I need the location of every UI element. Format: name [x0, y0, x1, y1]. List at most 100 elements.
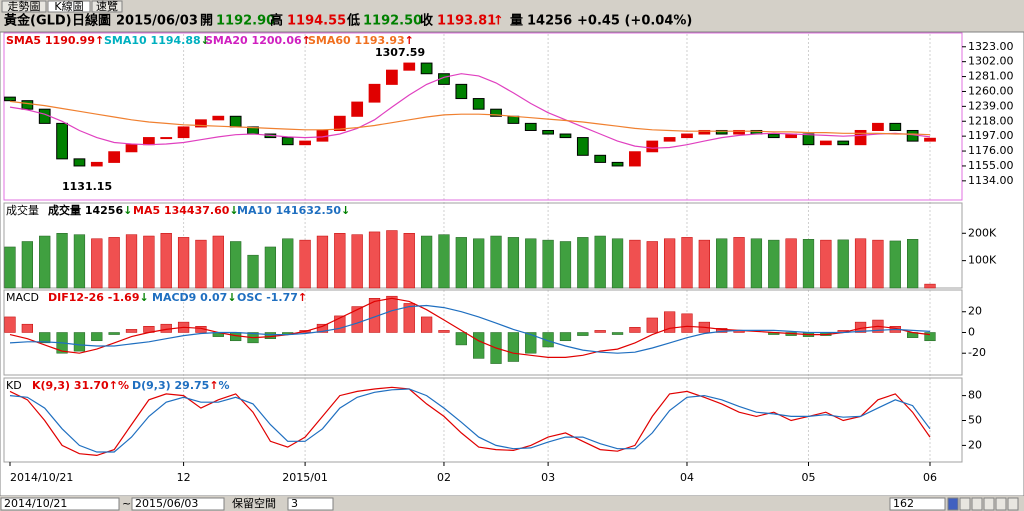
panel-title: 成交量	[6, 203, 39, 217]
osc-bar	[91, 332, 103, 342]
candle	[576, 137, 589, 156]
volume-bar	[247, 254, 259, 289]
toolbar-button[interactable]	[983, 497, 995, 511]
candle	[21, 100, 34, 110]
toolbar-button[interactable]	[947, 497, 959, 511]
legend-value: -1.69	[108, 291, 140, 304]
tab[interactable]	[1, 0, 47, 13]
end-date[interactable]: 2015/06/03	[135, 497, 198, 510]
y-tick-label: 20	[968, 305, 982, 318]
y-tick-label: 1197.00	[968, 129, 1014, 142]
volume-bar	[403, 233, 415, 289]
start-date[interactable]: 2014/10/21	[4, 497, 67, 510]
candle	[281, 137, 294, 146]
ma-line	[9, 73, 931, 149]
tab-label[interactable]: 走勢圖	[8, 0, 41, 13]
volume-bar	[681, 237, 693, 289]
legend-value: 0.07	[200, 291, 227, 304]
legend-entry: MA10 141632.50↓	[237, 204, 350, 217]
legend-label: SMA10	[104, 34, 147, 47]
volume-bar	[195, 239, 207, 289]
volume-bar	[785, 238, 797, 289]
osc-bar	[507, 332, 520, 362]
volume-bar	[230, 241, 242, 289]
x-tick-label: 2015/01	[282, 471, 328, 484]
legend-value: 14256	[85, 204, 124, 217]
toolbar-button[interactable]	[995, 497, 1007, 511]
volume-bar	[490, 235, 502, 289]
macd-line	[9, 297, 931, 358]
tab-label[interactable]: 速覽	[96, 0, 118, 13]
volume-bar	[872, 239, 884, 289]
bar-count-box[interactable]	[889, 497, 946, 511]
toolbar-button[interactable]	[959, 497, 971, 511]
volume-bar	[768, 239, 780, 289]
legend-label: SMA5	[6, 34, 41, 47]
candle	[872, 122, 884, 131]
legend-entry: SMA20 1200.06↑	[205, 34, 311, 47]
volume-bar	[750, 238, 763, 289]
volume-bar	[611, 238, 624, 289]
volume-bar	[733, 237, 745, 289]
x-tick-label: 2014/10/21	[10, 471, 73, 484]
legend-value: 29.75	[175, 379, 210, 392]
volume-bar	[663, 238, 676, 289]
candle	[924, 137, 936, 142]
header-change: +0.45 (+0.04%)	[577, 14, 692, 29]
osc-bar	[594, 330, 606, 333]
start-date-box[interactable]	[0, 497, 120, 511]
header-open: 1192.90	[216, 14, 275, 29]
legend-label: D(9,3)	[132, 379, 171, 392]
tab-label[interactable]: K線圖	[54, 0, 83, 13]
x-tick-label: 12	[177, 471, 191, 484]
candle	[4, 96, 16, 102]
y-tick-label: 50	[968, 414, 982, 427]
candle	[698, 129, 711, 135]
toolbar-button[interactable]	[971, 497, 983, 511]
x-tick-label: 04	[680, 471, 694, 484]
candle	[733, 129, 745, 135]
legend-label: MA10	[237, 204, 272, 217]
legend-value: -1.77	[266, 291, 298, 304]
candle	[351, 101, 364, 117]
osc-bar	[559, 332, 572, 342]
tab[interactable]	[91, 0, 123, 13]
candle	[819, 140, 832, 146]
bar-count[interactable]: 162	[893, 497, 914, 510]
legend-arrow: ↓	[229, 204, 238, 217]
volume-bar	[854, 238, 867, 289]
header-close-arrow: ↑	[493, 14, 504, 29]
reserve-value[interactable]: 3	[291, 497, 298, 510]
volume-bar	[924, 283, 936, 289]
volume-bar	[420, 235, 433, 289]
toolbar-button[interactable]	[1007, 497, 1019, 511]
end-date-box[interactable]	[131, 497, 225, 511]
volume-bar	[837, 239, 849, 289]
legend-value: 31.70	[74, 379, 109, 392]
candle	[299, 140, 311, 146]
volume-bar	[39, 235, 51, 289]
candle	[837, 140, 850, 146]
y-tick-label: 1176.00	[968, 144, 1014, 157]
legend-arrow: ↑	[95, 34, 104, 47]
legend-entry: SMA10 1194.88↓	[104, 34, 210, 47]
volume-bar	[907, 239, 919, 289]
reserve-value-box[interactable]	[287, 497, 334, 511]
candle	[681, 133, 693, 139]
candle	[507, 115, 520, 124]
candle	[73, 158, 86, 167]
volume-bar	[802, 239, 815, 289]
legend-entry: SMA60 1193.93↑	[308, 34, 414, 47]
legend-arrow: ↓	[341, 204, 350, 217]
ma-line	[9, 100, 931, 136]
osc-bar	[629, 327, 641, 333]
header-high-label: 高	[270, 13, 283, 29]
y-tick-label: 1155.00	[968, 159, 1014, 172]
candle	[177, 126, 190, 139]
volume-bar	[438, 234, 450, 289]
volume-bar	[559, 241, 572, 289]
osc-bar	[21, 323, 33, 333]
tab[interactable]	[47, 0, 91, 13]
panel-frame	[3, 32, 963, 201]
